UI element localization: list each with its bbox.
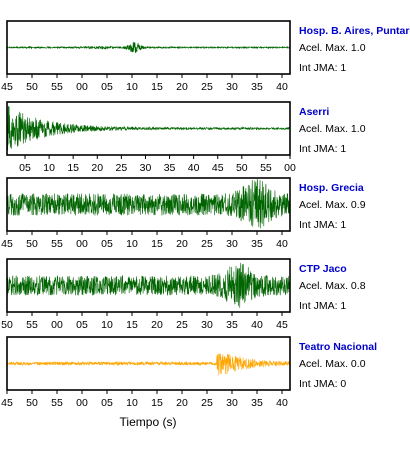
x-tick-label: 40 — [276, 238, 288, 250]
x-tick-label: 15 — [126, 319, 138, 331]
x-tick-label: 00 — [51, 319, 63, 331]
x-tick-label: 55 — [51, 397, 63, 409]
station-name: Teatro Nacional — [299, 341, 377, 353]
waveform-trace — [6, 103, 291, 151]
x-tick-label: 40 — [276, 397, 288, 409]
panel-1: 45 50 55 00 05 10 15 20 25 30 35 40 Hosp. B. Aires, … — [1, 20, 410, 93]
x-tick-label: 30 — [201, 319, 213, 331]
jma-intensity-label: Int JMA: 1 — [299, 300, 346, 312]
x-tick-label: 10 — [101, 319, 113, 331]
x-tick-label: 35 — [251, 238, 263, 250]
x-tick-label: 15 — [151, 397, 163, 409]
x-tick-label: 15 — [151, 81, 163, 93]
x-tick-label: 05 — [101, 81, 113, 93]
panel-3: 45 50 55 00 05 10 15 20 25 30 35 40 Hosp. Grecia Acel… — [1, 177, 366, 250]
x-tick-label: 40 — [251, 319, 263, 331]
x-tick-label: 10 — [126, 397, 138, 409]
max-accel-label: Acel. Max. 0.8 — [299, 280, 366, 292]
x-tick-label: 20 — [176, 397, 188, 409]
x-tick-label: 25 — [201, 238, 213, 250]
x-tick-label: 35 — [226, 319, 238, 331]
x-tick-label: 30 — [140, 162, 152, 174]
panel-frame — [6, 336, 291, 391]
max-accel-label: Acel. Max. 1.0 — [299, 123, 366, 135]
x-tick-label: 45 — [212, 162, 224, 174]
station-name: Aserri — [299, 106, 329, 118]
panel-2: 05 10 15 20 25 30 35 40 45 50 55 00 Aserri Acel. Max.… — [6, 101, 366, 174]
x-tick-label: 55 — [51, 81, 63, 93]
panel-frame — [6, 20, 291, 75]
x-tick-label: 45 — [276, 319, 288, 331]
max-accel-label: Acel. Max. 1.0 — [299, 42, 366, 54]
panel-5: 45 50 55 00 05 10 15 20 25 30 35 40 Teatro Nacional A… — [1, 336, 377, 409]
x-tick-label: 10 — [126, 81, 138, 93]
station-name: CTP Jaco — [299, 263, 347, 275]
x-tick-label: 45 — [1, 81, 13, 93]
x-tick-label: 55 — [26, 319, 38, 331]
jma-intensity-label: Int JMA: 1 — [299, 62, 346, 74]
x-tick-label: 40 — [188, 162, 200, 174]
x-tick-label: 50 — [26, 397, 38, 409]
max-accel-label: Acel. Max. 0.0 — [299, 358, 366, 370]
x-tick-label: 15 — [151, 238, 163, 250]
x-tick-label: 35 — [251, 397, 263, 409]
x-tick-label: 05 — [19, 162, 31, 174]
x-tick-label: 00 — [76, 81, 88, 93]
x-tick-label: 25 — [176, 319, 188, 331]
x-tick-label: 45 — [1, 238, 13, 250]
waveform-trace — [6, 42, 291, 54]
x-tick-label: 25 — [116, 162, 128, 174]
x-tick-label: 25 — [201, 397, 213, 409]
x-tick-label: 50 — [26, 81, 38, 93]
panel-frame — [6, 101, 291, 156]
jma-intensity-label: Int JMA: 0 — [299, 378, 346, 390]
x-tick-label: 20 — [151, 319, 163, 331]
x-tick-label: 35 — [251, 81, 263, 93]
x-tick-label: 00 — [284, 162, 296, 174]
x-tick-label: 20 — [91, 162, 103, 174]
x-tick-label: 20 — [176, 81, 188, 93]
x-tick-label: 55 — [51, 238, 63, 250]
max-accel-label: Acel. Max. 0.9 — [299, 199, 366, 211]
jma-intensity-label: Int JMA: 1 — [299, 219, 346, 231]
x-tick-label: 10 — [126, 238, 138, 250]
x-tick-label: 05 — [101, 397, 113, 409]
x-tick-label: 50 — [26, 238, 38, 250]
x-tick-label: 30 — [226, 238, 238, 250]
x-tick-label: 20 — [176, 238, 188, 250]
waveform-trace — [6, 262, 291, 308]
panel-frame — [6, 177, 291, 232]
x-axis-label: Tiempo (s) — [120, 415, 177, 429]
x-tick-label: 30 — [226, 397, 238, 409]
station-name: Hosp. Grecia — [299, 182, 364, 194]
x-tick-label: 05 — [76, 319, 88, 331]
x-tick-label: 00 — [76, 397, 88, 409]
x-tick-label: 50 — [1, 319, 13, 331]
waveform-trace — [6, 353, 291, 376]
x-tick-label: 05 — [101, 238, 113, 250]
panels-group: 45 50 55 00 05 10 15 20 25 30 35 40 Hosp. B. Aires, … — [1, 20, 410, 409]
x-tick-label: 45 — [1, 397, 13, 409]
x-tick-label: 50 — [236, 162, 248, 174]
x-tick-label: 25 — [201, 81, 213, 93]
x-tick-label: 55 — [260, 162, 272, 174]
station-name: Hosp. B. Aires, Puntare — [299, 25, 410, 37]
x-tick-label: 40 — [276, 81, 288, 93]
jma-intensity-label: Int JMA: 1 — [299, 143, 346, 155]
waveform-trace — [6, 179, 291, 229]
x-tick-label: 10 — [43, 162, 55, 174]
panel-frame — [6, 258, 291, 313]
panel-4: 50 55 00 05 10 15 20 25 30 35 40 45 CTP Jaco Acel. Ma… — [1, 258, 366, 331]
x-tick-label: 00 — [76, 238, 88, 250]
x-tick-label: 30 — [226, 81, 238, 93]
x-tick-label: 15 — [67, 162, 79, 174]
x-tick-label: 35 — [164, 162, 176, 174]
